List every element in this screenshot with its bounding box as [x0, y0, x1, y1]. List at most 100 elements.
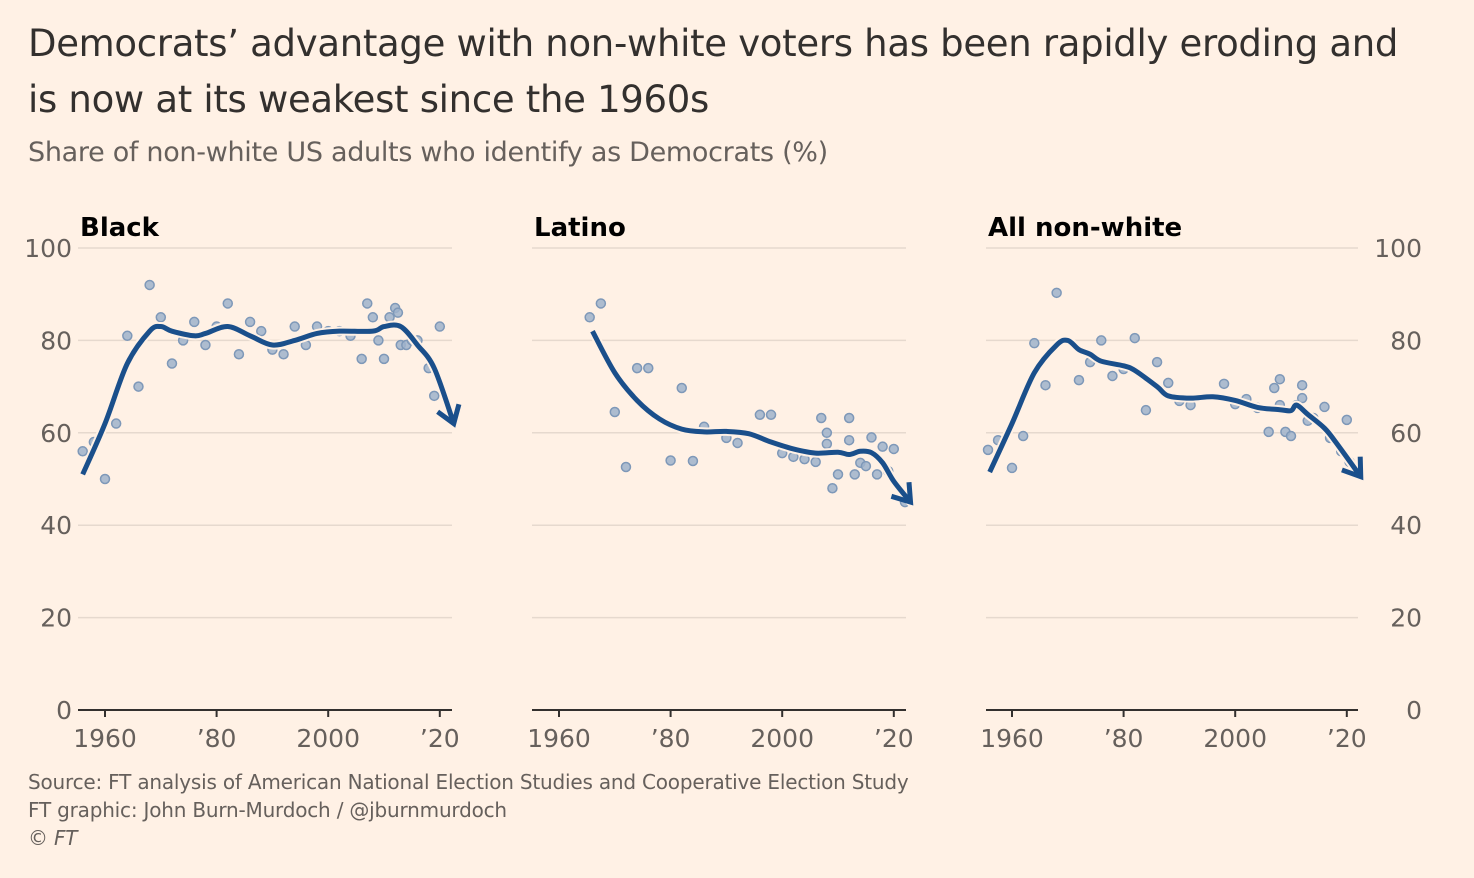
data-point — [1151, 356, 1163, 368]
data-point — [434, 321, 446, 332]
data-point — [1269, 382, 1280, 394]
data-point — [1263, 426, 1274, 438]
data-point — [278, 349, 289, 360]
data-point — [816, 412, 827, 424]
y-tick-label: 100 — [24, 234, 72, 263]
data-point — [1296, 379, 1308, 391]
data-point — [877, 441, 888, 452]
data-point — [122, 330, 133, 342]
data-point — [155, 312, 167, 323]
data-point — [110, 418, 122, 429]
data-point — [255, 325, 267, 337]
panel-all-non-white: All non-white 1960 ’80 2000 ’20 0 20 40 60 80 100 — [980, 213, 1422, 753]
data-point — [866, 432, 877, 443]
data-point — [144, 279, 155, 291]
data-point — [373, 335, 384, 346]
data-point — [982, 444, 994, 456]
data-point — [676, 382, 688, 394]
y-tick-label: 100 — [1374, 234, 1422, 263]
x-tick-label: ’20 — [1327, 724, 1367, 753]
data-point — [595, 298, 607, 309]
data-point — [1218, 378, 1230, 390]
data-point — [392, 307, 404, 318]
data-point — [1096, 335, 1107, 346]
chart-subtitle: Share of non-white US adults who identif… — [28, 137, 828, 168]
source-note: Source: FT analysis of American National… — [28, 770, 909, 794]
y-tick-label: 0 — [56, 696, 72, 725]
y-tick-label: 0 — [1406, 696, 1422, 725]
x-tick-label: 2000 — [1203, 724, 1267, 753]
trend-arrowhead — [1341, 456, 1364, 481]
panel-title: Black — [80, 213, 160, 243]
y-tick-label: 60 — [40, 419, 72, 448]
data-point — [1140, 404, 1152, 416]
data-point — [849, 469, 860, 480]
data-point — [821, 427, 833, 439]
data-point — [428, 390, 440, 402]
data-point — [631, 362, 643, 374]
data-point — [843, 412, 855, 424]
data-point — [1029, 337, 1040, 349]
trend-arrowhead — [890, 481, 914, 506]
x-tick-label: 1960 — [73, 724, 137, 753]
data-point — [99, 473, 111, 485]
data-point — [754, 409, 766, 421]
graphic-credit: FT graphic: John Burn-Murdoch / @jburnmu… — [28, 798, 507, 822]
data-point — [871, 469, 883, 480]
data-point — [133, 381, 144, 392]
data-point — [1017, 430, 1029, 442]
data-point — [860, 460, 872, 472]
data-point — [1285, 430, 1297, 442]
data-point — [827, 482, 838, 494]
trend-line — [590, 329, 913, 504]
data-point — [1051, 287, 1062, 299]
data-point — [289, 321, 300, 332]
panel-latino: Latino 1960 ’80 2000 ’20 — [527, 213, 916, 753]
data-point — [832, 469, 844, 480]
data-point — [362, 298, 373, 309]
data-point — [1341, 414, 1353, 426]
x-tick-label: 1960 — [980, 724, 1044, 753]
trend-line — [987, 337, 1363, 479]
x-tick-label: ’20 — [874, 724, 914, 753]
x-tick-label: ’80 — [1104, 724, 1144, 753]
panel-title: All non-white — [988, 213, 1182, 243]
copyright: © FT — [28, 826, 78, 850]
y-tick-label: 80 — [1390, 326, 1422, 355]
y-tick-label: 20 — [40, 604, 72, 633]
data-point — [765, 409, 777, 421]
y-tick-label: 20 — [1390, 604, 1422, 633]
data-point — [843, 434, 855, 446]
data-point — [244, 316, 256, 328]
data-point — [233, 349, 245, 360]
data-point — [378, 353, 390, 365]
data-point — [1107, 370, 1118, 382]
data-point — [687, 455, 699, 467]
y-tick-label: 40 — [40, 511, 72, 540]
panel-black: Black 1960 ’80 2000 ’20 0 20 40 60 80 100 — [24, 213, 462, 753]
data-point — [584, 312, 595, 323]
data-point — [384, 312, 395, 323]
x-tick-label: 1960 — [527, 724, 591, 753]
data-point — [1129, 332, 1141, 344]
data-point — [1073, 374, 1085, 386]
data-point — [367, 312, 379, 323]
trend-arrowhead — [436, 403, 462, 428]
data-point — [810, 456, 821, 468]
y-tick-label: 80 — [40, 326, 72, 355]
data-point — [166, 358, 178, 369]
panel-title: Latino — [534, 213, 626, 243]
chart-title: Democrats’ advantage with non-white vote… — [28, 22, 1399, 121]
data-point — [189, 316, 200, 328]
y-tick-label: 60 — [1390, 419, 1422, 448]
data-point — [1040, 379, 1051, 391]
x-tick-label: ’80 — [651, 724, 691, 753]
data-point — [888, 443, 900, 455]
data-point — [1296, 392, 1308, 404]
data-point — [1274, 373, 1286, 385]
data-point — [200, 339, 211, 351]
data-point — [222, 298, 234, 309]
data-point — [643, 362, 654, 374]
data-point — [821, 438, 833, 450]
